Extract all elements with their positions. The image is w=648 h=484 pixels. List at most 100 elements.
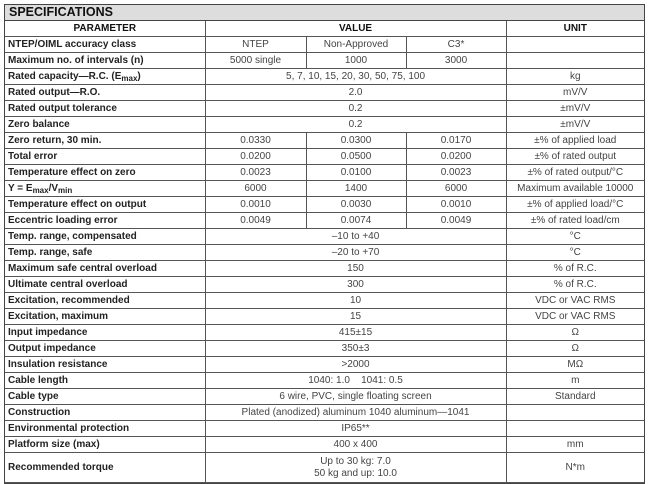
unit-cell bbox=[505, 404, 644, 421]
value-cell: 5000 single bbox=[204, 52, 307, 69]
table-row: Excitation, maximum 15 VDC or VAC RMS bbox=[5, 308, 644, 325]
value-text: IP65** bbox=[341, 422, 370, 434]
unit-cell: °C bbox=[505, 244, 644, 261]
header-parameter: PARAMETER bbox=[5, 21, 206, 37]
parameter-label: Zero balance bbox=[8, 118, 70, 130]
parameter-label: Ultimate central overload bbox=[8, 278, 128, 290]
unit-cell: m bbox=[505, 372, 644, 389]
table-row: Maximum safe central overload 150 % of R.C… bbox=[5, 260, 644, 277]
unit-cell: ±% of rated load/cm bbox=[505, 212, 644, 229]
unit-cell: mV/V bbox=[505, 84, 644, 101]
parameter-label: Output impedance bbox=[8, 342, 96, 354]
specifications-table: PARAMETER VALUE UNIT NTEP/OIML accuracy … bbox=[5, 21, 644, 483]
table-row: Platform size (max) 400 x 400 mm bbox=[5, 436, 644, 453]
unit-cell: VDC or VAC RMS bbox=[505, 292, 644, 309]
parameter-cell: Ultimate central overload bbox=[5, 276, 206, 293]
table-row: Rated output tolerance 0.2 ±mV/V bbox=[5, 100, 644, 117]
value-text: 0.2 bbox=[348, 102, 363, 114]
parameter-cell: Excitation, maximum bbox=[5, 308, 206, 325]
parameter-label: Maximum safe central overload bbox=[8, 262, 157, 274]
parameter-cell: Excitation, recommended bbox=[5, 292, 206, 309]
value-cell: 0.0074 bbox=[305, 212, 407, 229]
unit-cell: Maximum available 10000 bbox=[505, 180, 644, 197]
unit-cell: ±mV/V bbox=[505, 116, 644, 133]
unit-cell: ±% of applied load/°C bbox=[505, 196, 644, 213]
parameter-label: Construction bbox=[8, 406, 71, 418]
parameter-label: Total error bbox=[8, 150, 58, 162]
parameter-cell: Eccentric loading error bbox=[5, 212, 206, 229]
parameter-label: Temp. range, compensated bbox=[8, 230, 137, 242]
value-cell: Non-Approved bbox=[305, 36, 407, 53]
parameter-label: Input impedance bbox=[8, 326, 88, 338]
parameter-cell: Zero balance bbox=[5, 116, 206, 133]
value-cell: 0.0200 bbox=[204, 148, 307, 165]
parameter-cell: Maximum safe central overload bbox=[5, 260, 206, 277]
value-cell: –10 to +40 bbox=[204, 228, 507, 245]
table-row: Y = Emax/Vmin 6000 1400 6000 Maximum availab… bbox=[5, 180, 644, 197]
parameter-label: Cable length bbox=[8, 374, 69, 386]
parameter-label: Rated output—R.O. bbox=[8, 86, 101, 98]
table-row: Cable length 1040: 1.0 1041: 0.5 m bbox=[5, 372, 644, 389]
section-title: SPECIFICATIONS bbox=[5, 5, 644, 21]
value-cell: 0.0100 bbox=[305, 164, 407, 181]
value-cell: 0.0330 bbox=[204, 132, 307, 149]
value-text: 5, 7, 10, 15, 20, 30, 50, 75, 100 bbox=[286, 70, 426, 82]
parameter-cell: Temp. range, safe bbox=[5, 244, 206, 261]
table-row: Rated output—R.O. 2.0 mV/V bbox=[5, 84, 644, 101]
unit-cell: % of R.C. bbox=[505, 276, 644, 293]
parameter-cell: NTEP/OIML accuracy class bbox=[5, 36, 206, 53]
value-text: 0.2 bbox=[348, 118, 363, 130]
unit-cell: ±mV/V bbox=[505, 100, 644, 117]
value-text: 6 wire, PVC, single floating screen bbox=[279, 390, 432, 402]
value-cell: 400 x 400 bbox=[204, 436, 507, 453]
header-value: VALUE bbox=[204, 21, 507, 37]
specifications-table-container: SPECIFICATIONS PARAMETER VALUE UNIT NTEP… bbox=[4, 4, 645, 484]
header-row: PARAMETER VALUE UNIT bbox=[5, 21, 644, 37]
parameter-label: Temperature effect on output bbox=[8, 198, 147, 210]
unit-cell: kg bbox=[505, 68, 644, 85]
value-text: 1040: 1.0 1041: 0.5 bbox=[308, 374, 403, 386]
value-text: 400 x 400 bbox=[333, 438, 378, 450]
parameter-cell: Rated output—R.O. bbox=[5, 84, 206, 101]
value-cell: Plated (anodized) aluminum 1040 aluminum… bbox=[204, 404, 507, 421]
unit-cell: ±% of rated output bbox=[505, 148, 644, 165]
value-cell: 0.0049 bbox=[204, 212, 307, 229]
value-cell: 0.0049 bbox=[405, 212, 507, 229]
unit-cell: N*m bbox=[505, 452, 644, 483]
value-cell: >2000 bbox=[204, 356, 507, 373]
unit-cell bbox=[505, 36, 644, 53]
value-cell: 150 bbox=[204, 260, 507, 277]
parameter-subscript: max bbox=[32, 185, 49, 195]
unit-cell bbox=[505, 52, 644, 69]
value-text: 15 bbox=[349, 310, 362, 322]
parameter-cell: Rated output tolerance bbox=[5, 100, 206, 117]
parameter-label: Maximum no. of intervals (n) bbox=[8, 54, 144, 66]
value-cell: 5, 7, 10, 15, 20, 30, 50, 75, 100 bbox=[204, 68, 507, 85]
table-row: Zero return, 30 min. 0.0330 0.0300 0.0170 ±%… bbox=[5, 132, 644, 149]
value-cell: 350±3 bbox=[204, 340, 507, 357]
parameter-cell: Y = Emax/Vmin bbox=[5, 180, 206, 197]
parameter-label: Temp. range, safe bbox=[8, 246, 93, 258]
value-cell: 0.0500 bbox=[305, 148, 407, 165]
value-cell: 0.0010 bbox=[405, 196, 507, 213]
table-row: Zero balance 0.2 ±mV/V bbox=[5, 116, 644, 133]
parameter-cell: Construction bbox=[5, 404, 206, 421]
parameter-cell: Zero return, 30 min. bbox=[5, 132, 206, 149]
parameter-cell: Environmental protection bbox=[5, 420, 206, 437]
table-row: Cable type 6 wire, PVC, single floating s… bbox=[5, 388, 644, 405]
parameter-label: Cable type bbox=[8, 390, 59, 402]
table-row: Insulation resistance >2000 MΩ bbox=[5, 356, 644, 373]
value-cell: IP65** bbox=[204, 420, 507, 437]
parameter-label: Eccentric loading error bbox=[8, 214, 118, 226]
parameter-suffix: /V bbox=[48, 182, 59, 194]
parameter-cell: Total error bbox=[5, 148, 206, 165]
parameter-cell: Platform size (max) bbox=[5, 436, 206, 453]
value-cell: –20 to +70 bbox=[204, 244, 507, 261]
value-text: 150 bbox=[347, 262, 364, 274]
table-row: NTEP/OIML accuracy class NTEP Non-Approved… bbox=[5, 36, 644, 53]
unit-cell: °C bbox=[505, 228, 644, 245]
value-cell: 415±15 bbox=[204, 324, 507, 341]
parameter-label: NTEP/OIML accuracy class bbox=[8, 38, 137, 50]
parameter-subscript: max bbox=[121, 73, 138, 83]
value-text: 2.0 bbox=[348, 86, 363, 98]
